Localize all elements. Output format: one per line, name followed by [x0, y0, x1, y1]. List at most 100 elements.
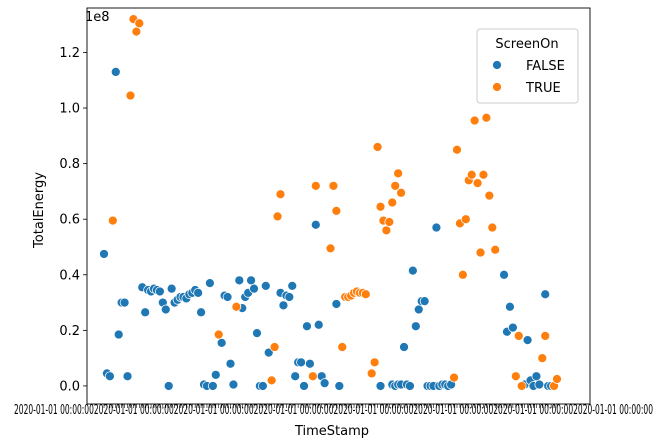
- point-true: [369, 357, 380, 368]
- y-tick-label: 0.8: [59, 157, 80, 172]
- point-true: [478, 169, 489, 180]
- data-points: [99, 14, 562, 391]
- point-true: [472, 178, 483, 188]
- point-false: [105, 371, 115, 382]
- point-true: [134, 18, 145, 29]
- point-true: [460, 214, 471, 225]
- y-axis-label: TotalEnergy: [32, 172, 47, 249]
- point-false: [263, 347, 274, 358]
- point-false: [228, 379, 239, 390]
- point-false: [419, 296, 430, 307]
- point-true: [275, 189, 286, 200]
- point-false: [299, 381, 309, 391]
- point-true: [266, 375, 277, 386]
- legend-title: ScreenOn: [495, 37, 558, 52]
- point-false: [287, 281, 298, 291]
- point-false: [249, 283, 259, 294]
- y-tick-label: 1.0: [59, 102, 80, 117]
- point-false: [260, 281, 271, 291]
- point-true: [516, 381, 527, 391]
- point-false: [410, 321, 421, 332]
- y-offset-label: 1e8: [85, 10, 110, 25]
- point-false: [310, 219, 321, 230]
- y-tick-label: 0.6: [59, 213, 80, 228]
- point-false: [522, 335, 533, 345]
- point-true: [375, 201, 386, 212]
- point-true: [125, 90, 136, 101]
- legend-box: [476, 28, 579, 104]
- point-true: [537, 353, 548, 364]
- point-false: [534, 379, 545, 390]
- legend-label-false: FALSE: [526, 59, 565, 74]
- point-true: [328, 180, 339, 191]
- point-true: [107, 215, 118, 226]
- point-false: [113, 329, 124, 340]
- point-false: [155, 286, 165, 297]
- point-false: [222, 292, 233, 302]
- point-true: [513, 331, 524, 341]
- point-false: [257, 381, 268, 391]
- point-false: [505, 301, 515, 312]
- point-false: [302, 321, 312, 332]
- point-true: [307, 371, 318, 382]
- plot-frame: [86, 7, 591, 405]
- point-false: [160, 304, 171, 315]
- point-true: [390, 180, 401, 191]
- point-false: [205, 278, 215, 288]
- point-true: [469, 115, 480, 126]
- point-false: [405, 381, 415, 391]
- point-false: [246, 275, 256, 286]
- point-false: [284, 292, 295, 302]
- x-axis-label: TimeStamp: [294, 424, 369, 439]
- point-true: [331, 205, 342, 216]
- point-true: [231, 301, 242, 312]
- point-false: [166, 283, 177, 294]
- y-tick-label: 1.2: [59, 46, 80, 61]
- point-true: [466, 169, 477, 180]
- point-false: [290, 371, 301, 382]
- point-true: [337, 342, 348, 352]
- point-false: [508, 322, 518, 333]
- point-false: [375, 381, 386, 391]
- point-false: [319, 378, 330, 389]
- y-tick-label: 0.4: [59, 268, 80, 283]
- point-false: [210, 369, 221, 380]
- point-true: [384, 217, 395, 227]
- point-false: [225, 358, 236, 369]
- point-true: [487, 222, 498, 233]
- point-false: [499, 269, 509, 280]
- point-true: [213, 329, 224, 340]
- point-false: [122, 371, 133, 382]
- point-true: [393, 168, 404, 179]
- point-true: [475, 247, 486, 258]
- point-true: [490, 244, 501, 255]
- point-false: [207, 381, 218, 391]
- point-false: [252, 328, 262, 339]
- point-true: [457, 269, 468, 280]
- point-true: [396, 187, 406, 198]
- y-tick-label: 0.2: [59, 324, 80, 339]
- point-false: [531, 371, 542, 382]
- point-false: [278, 300, 289, 311]
- point-false: [234, 275, 245, 286]
- point-false: [110, 67, 121, 77]
- point-true: [360, 289, 371, 300]
- point-false: [331, 299, 342, 309]
- point-true: [272, 211, 283, 222]
- point-true: [131, 26, 142, 37]
- point-true: [449, 372, 459, 383]
- x-axis-ticks: 2020-01-01 00:00:002020-01-01 00:00:0020…: [14, 403, 653, 418]
- point-false: [540, 289, 551, 300]
- point-false: [193, 287, 204, 298]
- point-true: [540, 331, 551, 341]
- point-true: [510, 371, 521, 382]
- point-false: [431, 222, 442, 233]
- point-true: [387, 197, 398, 208]
- point-false: [196, 307, 206, 318]
- legend: ScreenOn FALSE TRUE: [476, 28, 579, 104]
- point-true: [381, 225, 392, 236]
- point-true: [372, 142, 383, 152]
- y-tick-label: 0.0: [59, 379, 80, 394]
- x-tick-labels-overlap: 2020-01-01 00:00:002020-01-01 00:00:0020…: [14, 403, 653, 418]
- point-false: [399, 342, 409, 352]
